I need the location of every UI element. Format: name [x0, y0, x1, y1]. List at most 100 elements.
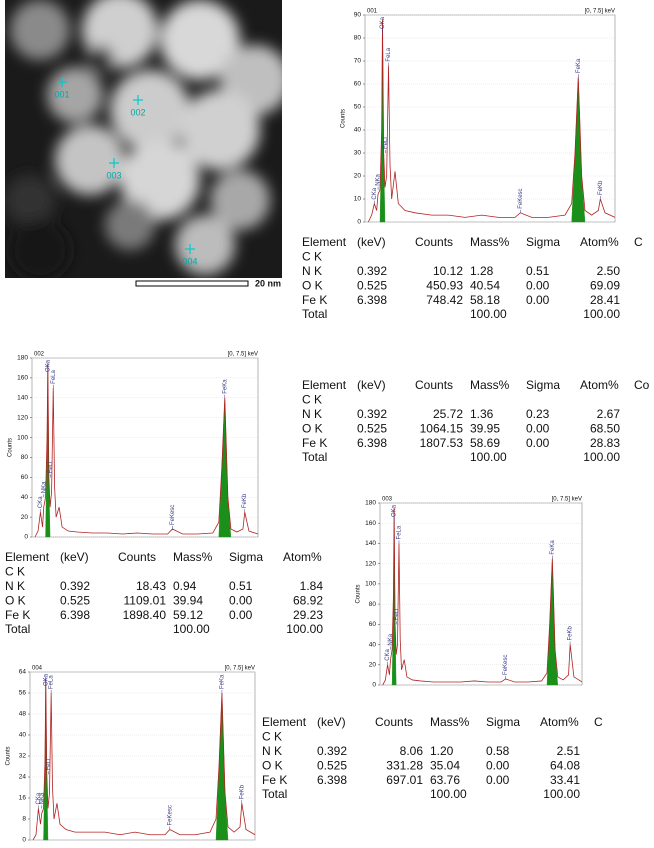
peak-label: OKa	[45, 359, 51, 372]
y-tick-label: 60	[369, 621, 377, 628]
y-tick-label: 30	[354, 150, 362, 157]
table-cell: 0.00	[229, 608, 253, 622]
table-cell: 100.00	[543, 787, 580, 801]
spectrum-line	[34, 362, 259, 538]
table-cell: 0.00	[526, 278, 550, 292]
marker	[109, 158, 119, 168]
peak-label: NKa	[376, 173, 382, 185]
y-tick-label: 70	[354, 58, 362, 65]
peak-label: FeKb	[242, 493, 248, 508]
table-header: C	[634, 235, 643, 249]
table-header: Atom%	[283, 550, 322, 564]
table-header: Counts	[118, 550, 156, 564]
table-cell: Total	[262, 787, 287, 801]
table-cell: 68.92	[293, 593, 323, 607]
marker	[57, 77, 67, 87]
table-header: Counts	[415, 378, 453, 392]
table-cell: 0.58	[486, 744, 510, 758]
y-tick-label: 160	[17, 375, 28, 382]
table-cell: 58.69	[470, 436, 500, 450]
table-cell: 0.00	[486, 773, 510, 787]
y-axis-label: Counts	[8, 438, 14, 457]
table-cell: 0.00	[526, 293, 550, 307]
y-tick-label: 100	[365, 581, 376, 588]
table-cell: Fe K	[5, 608, 30, 622]
table-cell: 0.51	[526, 264, 550, 278]
table-cell: 1.84	[300, 579, 324, 593]
table-cell: Total	[302, 307, 327, 321]
peak-label: OKa	[392, 504, 398, 517]
y-tick-label: 40	[354, 127, 362, 134]
y-tick-label: 10	[354, 196, 362, 203]
table-cell: 6.398	[357, 293, 387, 307]
table-header: Sigma	[526, 378, 560, 392]
peak-label: FeKa	[220, 674, 226, 689]
table-cell: 100.00	[173, 622, 210, 636]
table-cell: C K	[5, 565, 25, 579]
table-cell: 8.06	[400, 744, 424, 758]
table-header: (keV)	[357, 378, 386, 392]
y-tick-label: 64	[19, 669, 27, 676]
marker-label: 002	[130, 107, 145, 117]
peak-label: FeLa	[397, 525, 403, 539]
table-cell: 39.94	[173, 593, 203, 607]
marker	[133, 95, 143, 105]
scale-bar: 20 nm	[135, 278, 281, 288]
table-cell: O K	[302, 421, 323, 435]
chart-title: 002	[34, 352, 45, 358]
y-tick-label: 120	[17, 414, 28, 421]
y-axis-label: Counts	[356, 584, 362, 603]
table-cell: 2.67	[597, 407, 621, 421]
table-cell: 0.00	[526, 436, 550, 450]
table-cell: 0.525	[357, 421, 387, 435]
range-label: [0, 7.5] keV	[228, 352, 258, 358]
y-tick-label: 56	[19, 690, 27, 697]
table-cell: 1.28	[470, 264, 494, 278]
peak-label: FeKa	[576, 58, 582, 73]
table-header: Element	[5, 550, 50, 564]
table-cell: 40.54	[470, 278, 500, 292]
table-cell: O K	[302, 278, 323, 292]
peak-label: FeKesc	[170, 505, 176, 525]
table-cell: 100.00	[430, 787, 467, 801]
y-tick-label: 40	[19, 732, 27, 739]
table-cell: 18.43	[136, 579, 166, 593]
table-header: Atom%	[540, 715, 579, 729]
table-cell: 0.392	[317, 744, 347, 758]
table-cell: 0.392	[60, 579, 90, 593]
peak-label: FeKesc	[518, 188, 524, 208]
peak-label: NKa	[39, 792, 45, 804]
table-cell: Total	[302, 450, 327, 464]
table-cell: C K	[302, 250, 322, 264]
spectrum-line	[32, 677, 256, 841]
y-tick-label: 60	[21, 474, 29, 481]
chart-title: 003	[382, 497, 393, 503]
y-tick-label: 40	[369, 641, 377, 648]
table-cell: 33.41	[550, 773, 580, 787]
peak-label: FeKesc	[167, 805, 173, 825]
table-cell: 0.525	[357, 278, 387, 292]
table-cell: 69.09	[590, 278, 620, 292]
table-cell: 1807.53	[420, 436, 464, 450]
marker-label: 004	[182, 256, 197, 266]
table-header: Mass%	[173, 550, 213, 564]
table-cell: 2.51	[557, 744, 581, 758]
table-cell: Fe K	[302, 293, 327, 307]
table-cell: 0.525	[60, 593, 90, 607]
table-header: Counts	[375, 715, 413, 729]
y-tick-label: 16	[19, 795, 27, 802]
peak-label: CKa	[38, 496, 44, 508]
table-cell: 697.01	[386, 773, 423, 787]
y-tick-label: 80	[354, 35, 362, 42]
table-header: Mass%	[470, 378, 510, 392]
table-cell: O K	[5, 593, 26, 607]
table-cell: 0.00	[229, 593, 253, 607]
y-tick-label: 180	[17, 355, 28, 362]
y-tick-label: 160	[365, 520, 376, 527]
y-tick-label: 20	[354, 173, 362, 180]
range-label: [0, 7.5] keV	[585, 9, 615, 15]
table-cell: 1.20	[430, 744, 454, 758]
table-cell: 0.00	[486, 758, 510, 772]
table-cell: 58.18	[470, 293, 500, 307]
marker-label: 001	[54, 89, 69, 99]
